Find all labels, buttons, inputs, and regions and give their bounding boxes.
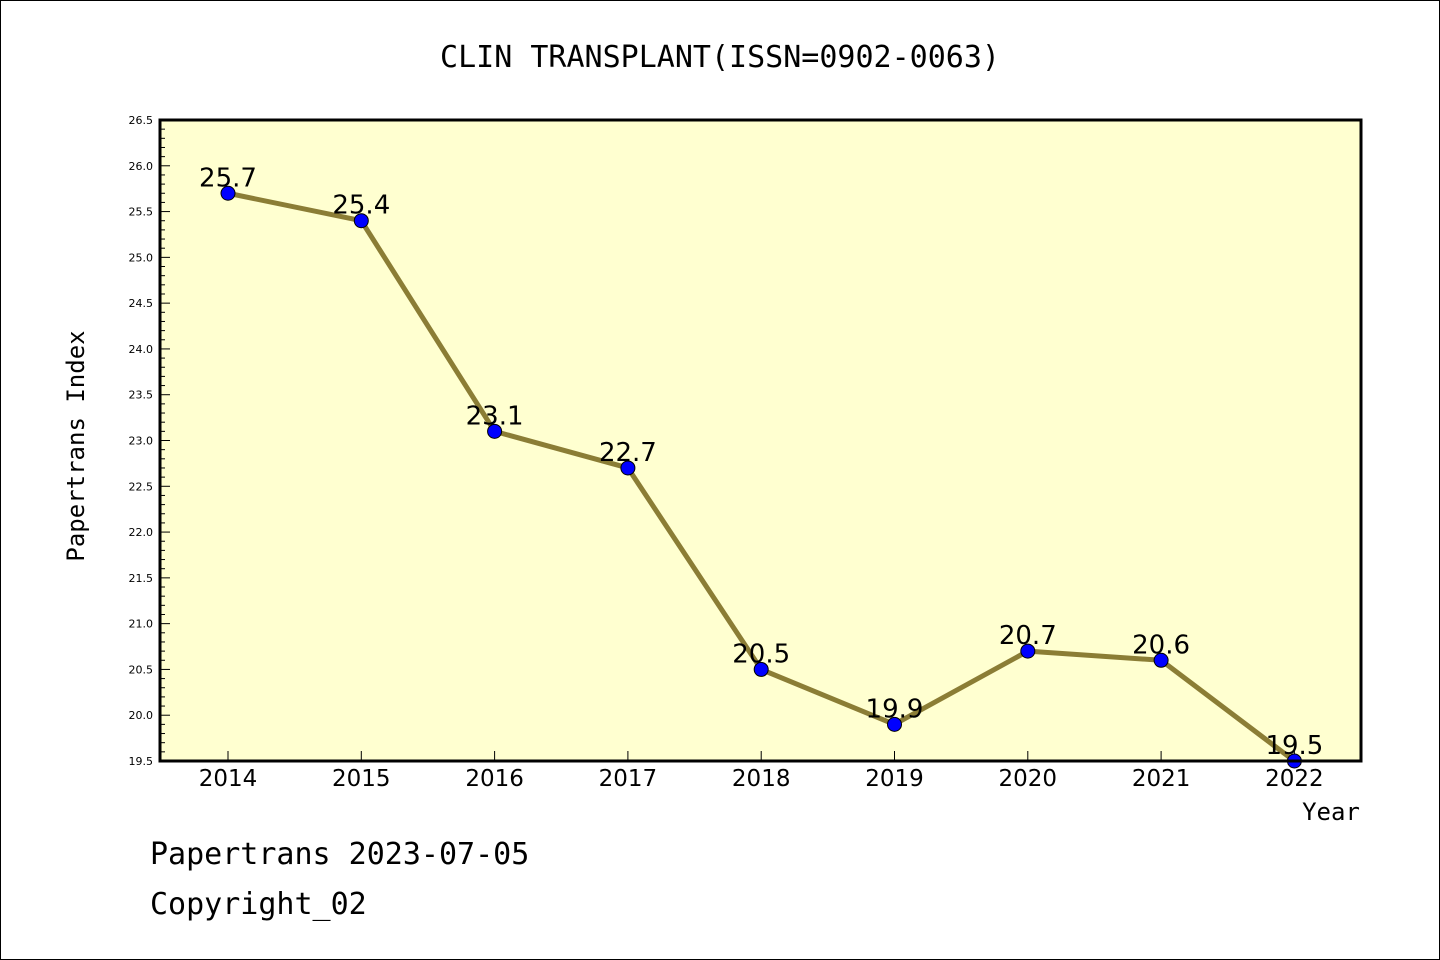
data-label: 20.5 <box>732 639 790 669</box>
data-label: 20.7 <box>999 621 1057 651</box>
x-tick-label: 2017 <box>599 766 658 792</box>
data-point <box>1153 652 1169 668</box>
x-tick-label: 2014 <box>199 766 258 792</box>
x-tick-label: 2016 <box>465 766 524 792</box>
y-tick-label: 21.5 <box>129 572 154 585</box>
x-tick-label: 2021 <box>1132 766 1191 792</box>
data-point <box>353 213 369 229</box>
y-tick-label: 22.0 <box>129 526 154 539</box>
footer-date: Papertrans 2023-07-05 <box>150 837 529 872</box>
x-tick-label: 2022 <box>1265 766 1324 792</box>
y-tick-label: 23.0 <box>129 435 154 448</box>
data-label: 25.4 <box>332 191 390 221</box>
y-tick-label: 23.5 <box>129 389 154 402</box>
data-label: 25.7 <box>199 163 257 193</box>
y-tick-label: 20.0 <box>129 709 154 722</box>
y-tick-label: 25.0 <box>129 251 154 264</box>
x-tick-marks <box>227 751 1295 761</box>
x-tick-label: 2020 <box>999 766 1058 792</box>
data-point <box>620 460 636 476</box>
y-tick-label: 22.5 <box>129 480 154 493</box>
y-tick-label: 26.5 <box>129 114 154 127</box>
data-point <box>487 423 503 439</box>
y-tick-label: 25.5 <box>129 206 154 219</box>
x-tick-label: 2018 <box>732 766 791 792</box>
data-point <box>1020 643 1036 659</box>
y-tick-label: 26.0 <box>129 160 154 173</box>
series-markers <box>220 185 1302 769</box>
x-tick-label: 2015 <box>332 766 391 792</box>
y-tick-label: 19.5 <box>129 755 154 768</box>
x-tick-labels: 2014 2015 2016 2017 2018 2019 2020 2021 2022 <box>199 766 1324 792</box>
data-point <box>220 185 236 201</box>
y-tick-label: 20.5 <box>129 663 154 676</box>
plot-border <box>158 118 1363 763</box>
x-tick-label: 2019 <box>865 766 924 792</box>
y-tick-labels: 19.5 20.0 20.5 21.0 21.5 22.0 22.5 23.0 23.5 24.0… <box>129 114 154 768</box>
x-axis-title: Year <box>1302 798 1360 826</box>
data-labels: 25.7 25.4 23.1 22.7 20.5 19.9 20.7 20.6 19.5 <box>199 163 1323 761</box>
data-label: 20.6 <box>1132 630 1190 660</box>
y-tick-label: 24.5 <box>129 297 154 310</box>
data-label: 19.5 <box>1265 731 1323 761</box>
data-label: 22.7 <box>599 438 657 468</box>
chart-title: CLIN TRANSPLANT(ISSN=0902-0063) <box>440 40 1000 75</box>
y-tick-label: 24.0 <box>129 343 154 356</box>
y-axis-title: Papertrans Index <box>62 330 90 561</box>
data-point <box>753 661 769 677</box>
data-label: 19.9 <box>866 694 924 724</box>
footer-copyright: Copyright_02 <box>150 887 367 922</box>
data-label: 23.1 <box>466 401 524 431</box>
data-point <box>887 716 902 732</box>
y-tick-label: 21.0 <box>129 618 154 631</box>
